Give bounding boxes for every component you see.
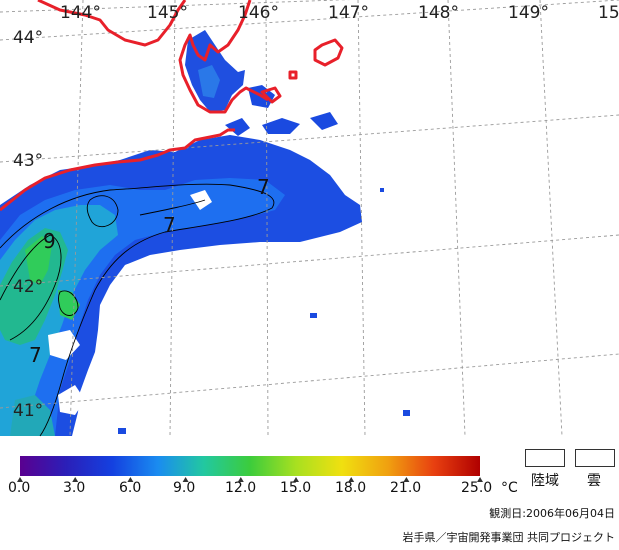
longitude-label: 146° [238,3,279,23]
colorbar-tick-label: 18.0 [335,480,367,496]
colorbar-tick-mark [72,477,79,482]
coastline-hokkaido-north [37,0,187,47]
colorbar-tick-mark [477,477,483,482]
colorbar-tick-label: 21.0 [390,480,422,496]
sst-patch-scatter-3 [310,112,338,130]
isotherm-label-2: 7 [163,213,176,237]
sst-pixel-1 [310,313,317,318]
colorbar-tick-mark [348,477,355,482]
longitude-label: 148° [418,3,459,23]
latitude-label: 42° [13,277,43,297]
coastline-habomai [260,86,282,104]
isotherm-labels: 7 7 9 7 [29,175,270,367]
sst-pixel-3 [380,188,384,192]
longitude-labels: 144° 145° 146° 147° 148° 149° 15 [60,3,619,23]
colorbar-tick-label: 12.0 [225,480,257,496]
latitude-label: 43° [13,151,43,171]
latitude-labels: 44° 43° 42° 41° [13,28,43,421]
legend-cloud-label: 雲 [587,473,601,489]
sst-pixel-2 [403,410,410,416]
coastline-hokkaido-east [0,128,235,212]
colorbar-tick-label: 3.0 [63,480,86,496]
observation-date: 観測日:2006年06月04日 [489,507,615,520]
isotherm-label-4: 7 [29,343,42,367]
latitude-label: 41° [13,401,43,421]
cloud-hole-4 [105,295,130,318]
credit-text: 岩手県／宇宙開発事業団 共同プロジェクト [402,531,616,544]
colorbar-tick-mark [403,477,410,482]
colorbar-tick-label: 6.0 [119,480,142,496]
colorbar-tick-mark [237,477,244,482]
sst-raster-layer [0,30,410,436]
legend-cloud-swatch [575,449,615,467]
legend-land-label: 陸域 [531,473,559,489]
isotherm-label-3: 9 [43,229,56,253]
graticule [0,0,619,437]
colorbar-ticks [17,477,483,482]
cloud-hole-3 [58,385,85,415]
sst-core-10c [0,228,68,345]
coastline-small-islet [288,70,298,80]
sst-patch-scatter-1 [225,118,250,136]
longitude-label: 149° [508,3,549,23]
sst-core-11c-b [58,290,80,320]
sst-patch-north-warm [198,65,220,98]
sst-patch-scatter-2 [262,118,300,134]
colorbar-tick-mark [293,477,299,482]
longitude-label: 144° [60,3,101,23]
isotherm-contours [0,183,275,437]
colorbar-tick-label: 9.0 [173,480,196,496]
colorbar-tick-label: 25.0 [461,480,493,496]
isotherm-label-1: 7 [257,175,270,199]
colorbar-tick-mark [17,477,23,482]
legend-land-swatch [525,449,565,467]
sst-core-11c [25,236,52,285]
latitude-label: 44° [13,28,43,48]
cloud-hole-2 [48,330,80,360]
coastline-shikotan [313,38,344,67]
colorbar [20,456,480,476]
colorbar-tick-label: 0.0 [8,480,31,496]
coastline [0,0,344,212]
colorbar-tick-mark [127,477,134,482]
colorbar-tick-label: 15.0 [280,480,312,496]
sst-patch-south [10,395,55,436]
coastline-kunashiri [178,0,269,114]
colorbar-unit: °C [501,480,518,496]
longitude-label: 147° [328,3,369,23]
longitude-label: 15 [598,3,619,23]
cloud-hole-1 [190,190,212,210]
colorbar-tick-mark [182,477,189,482]
longitude-label: 145° [147,3,188,23]
sst-pixel-4 [118,428,126,434]
